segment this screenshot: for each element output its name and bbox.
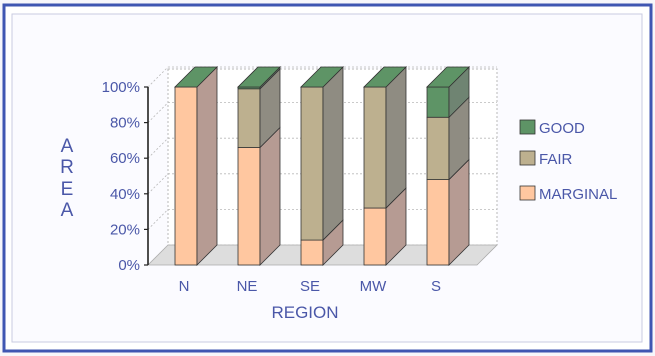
ylabel-letter-a2: A	[61, 200, 74, 221]
bar-top-face	[426, 66, 470, 88]
x-tick-label: MW	[360, 278, 387, 295]
ylabel-letter-r: R	[60, 157, 74, 178]
bar-fair-side	[322, 66, 344, 242]
bar-fair-front	[300, 86, 324, 241]
bar-good-front	[426, 86, 450, 118]
legend-swatch	[519, 150, 536, 166]
bar-top-face	[363, 66, 407, 88]
gridline-depth	[147, 137, 169, 159]
bar-marginal-front	[300, 239, 324, 266]
bar-marginal-front	[237, 147, 261, 266]
bars-layer	[174, 66, 470, 266]
legend-swatch	[519, 185, 536, 201]
y-tick-label: 0%	[118, 257, 140, 274]
bar-marginal-side	[196, 66, 218, 266]
ylabel-letter-e: E	[61, 179, 74, 200]
gridline-depth	[147, 102, 169, 123]
x-tick-label: SE	[300, 278, 320, 295]
bar-marginal-front	[426, 179, 450, 266]
x-tick-label: S	[431, 278, 441, 295]
x-tick-label: N	[179, 278, 190, 295]
legend-label: MARGINAL	[539, 186, 617, 203]
y-tick-labels: 0% 20% 40% 60% 80% 100%	[102, 79, 140, 274]
gridline-depth	[147, 173, 169, 195]
bar-top-face	[300, 66, 344, 88]
legend-label: GOOD	[539, 120, 585, 137]
gridline-depth	[147, 66, 169, 88]
bar-fair-front	[237, 88, 261, 148]
bar-fair-front	[426, 116, 450, 180]
legend: GOOD FAIR MARGINAL	[519, 119, 617, 203]
bar-stack-mw	[363, 66, 407, 266]
bar-stack-se	[300, 66, 344, 266]
bar-fair-side	[385, 66, 407, 210]
bar-stack-s	[426, 66, 470, 266]
y-tick-label: 20%	[110, 221, 140, 238]
legend-item-fair: FAIR	[519, 150, 573, 168]
bar-stack-ne	[237, 66, 281, 266]
y-tick-label: 60%	[110, 150, 140, 167]
y-tick-label: 100%	[102, 79, 140, 96]
bar-marginal-front	[174, 86, 198, 266]
gridline-depth	[147, 244, 169, 266]
x-axis-title: REGION	[271, 303, 338, 322]
y-tick-label: 40%	[110, 186, 140, 203]
legend-item-marginal: MARGINAL	[519, 185, 617, 203]
bar-top-face	[237, 66, 281, 88]
y-tick-label: 80%	[110, 115, 140, 132]
legend-item-good: GOOD	[519, 119, 585, 137]
legend-label: FAIR	[539, 151, 573, 168]
bar-fair-front	[363, 86, 387, 209]
bar-marginal-front	[363, 207, 387, 266]
bar-stack-n	[174, 66, 218, 266]
x-tick-label: NE	[237, 278, 258, 295]
legend-swatch	[519, 119, 536, 135]
ylabel-letter-a1: A	[61, 136, 74, 157]
bar-top-face	[174, 66, 218, 88]
x-category-labels: N NE SE MW S	[179, 278, 441, 295]
bar-marginal-side	[259, 126, 281, 266]
gridline-depth	[147, 209, 169, 230]
